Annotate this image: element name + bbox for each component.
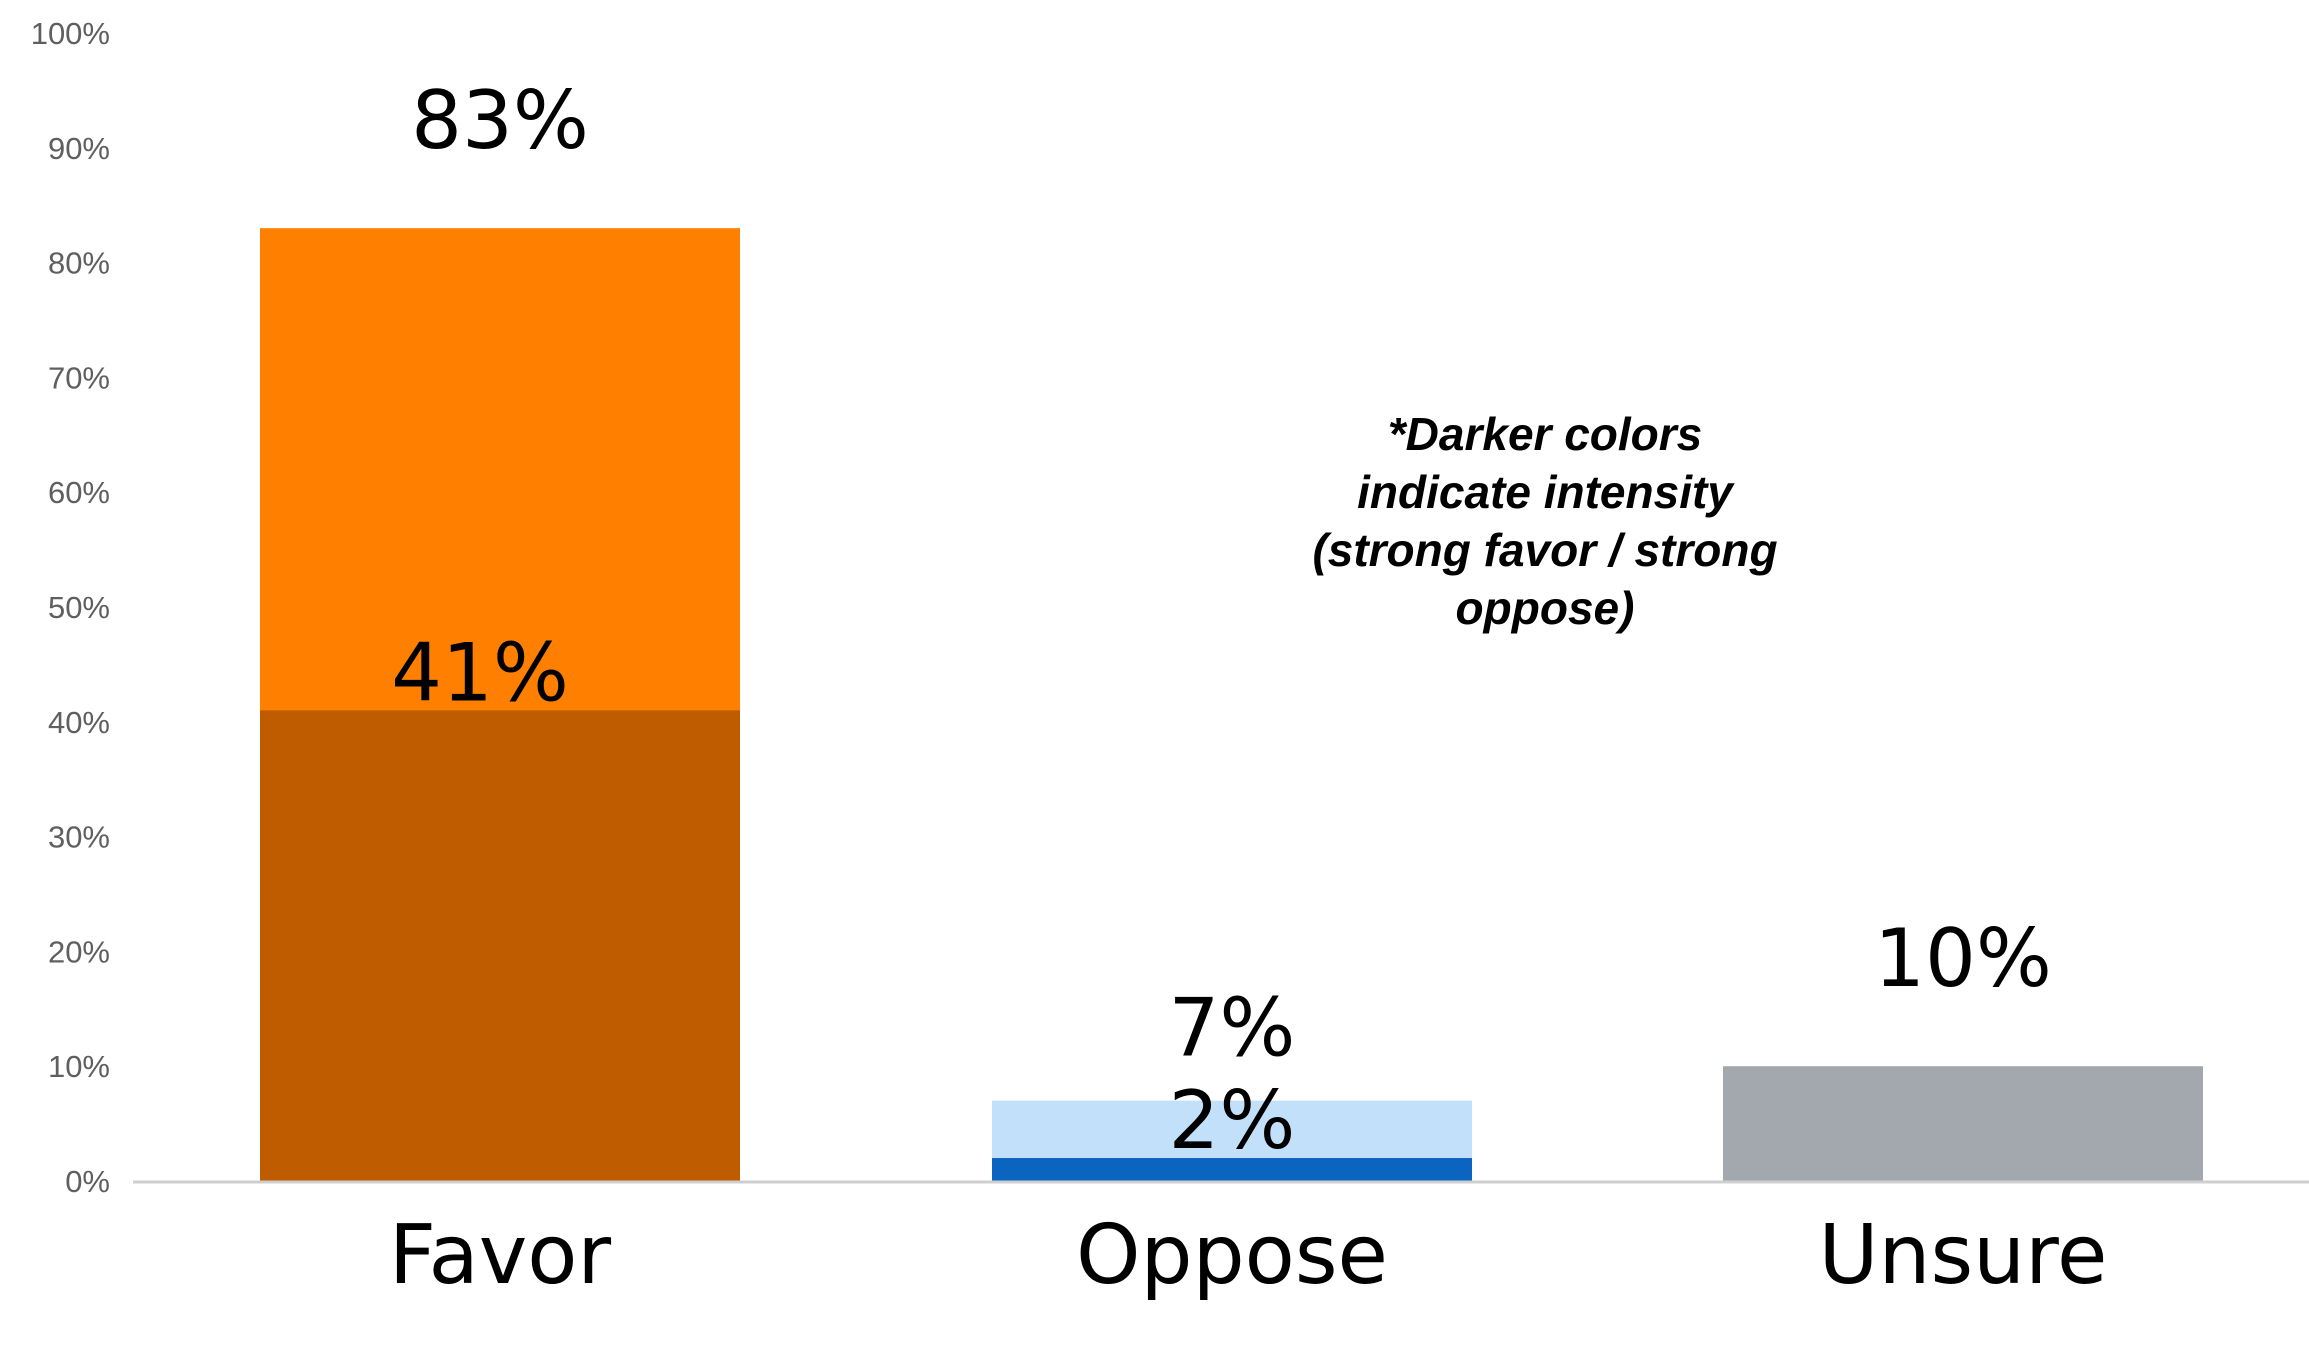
y-tick-label: 0% [65,1164,110,1199]
category-label-favor: Favor [389,1208,612,1303]
category-label-unsure: Unsure [1818,1208,2107,1303]
y-axis: 0% 10% 20% 30% 40% 50% 60% 70% 80% 90% 100% [31,16,110,1199]
y-tick-label: 10% [48,1049,110,1084]
bar-favor-strong [260,710,740,1181]
bar-oppose-strong [992,1158,1472,1181]
category-label-oppose: Oppose [1076,1208,1388,1303]
y-tick-label: 50% [48,590,110,625]
y-tick-label: 80% [48,246,110,281]
y-tick-label: 40% [48,705,110,740]
y-tick-label: 60% [48,475,110,510]
bars [260,228,2203,1181]
intensity-note-line: *Darker colors [1388,408,1703,460]
y-tick-label: 90% [48,131,110,166]
intensity-note-line: oppose) [1456,582,1635,634]
y-tick-label: 70% [48,360,110,395]
category-labels: Favor Oppose Unsure [389,1208,2108,1303]
y-tick-label: 100% [31,16,110,51]
bar-unsure-total [1723,1066,2203,1181]
data-label-favor-total: 83% [411,74,589,167]
data-label-unsure-total: 10% [1874,912,2052,1005]
data-label-favor-strong: 41% [391,626,569,719]
y-tick-label: 30% [48,820,110,855]
intensity-note-line: (strong favor / strong [1312,524,1777,576]
intensity-note: *Darker colors indicate intensity (strong … [1312,408,1777,634]
intensity-note-line: indicate intensity [1357,466,1735,518]
data-label-oppose-strong: 2% [1169,1074,1296,1167]
data-label-oppose-total: 7% [1169,982,1296,1075]
data-labels: 83% 41% 7%2% 10% [391,74,2052,1167]
y-tick-label: 20% [48,934,110,969]
